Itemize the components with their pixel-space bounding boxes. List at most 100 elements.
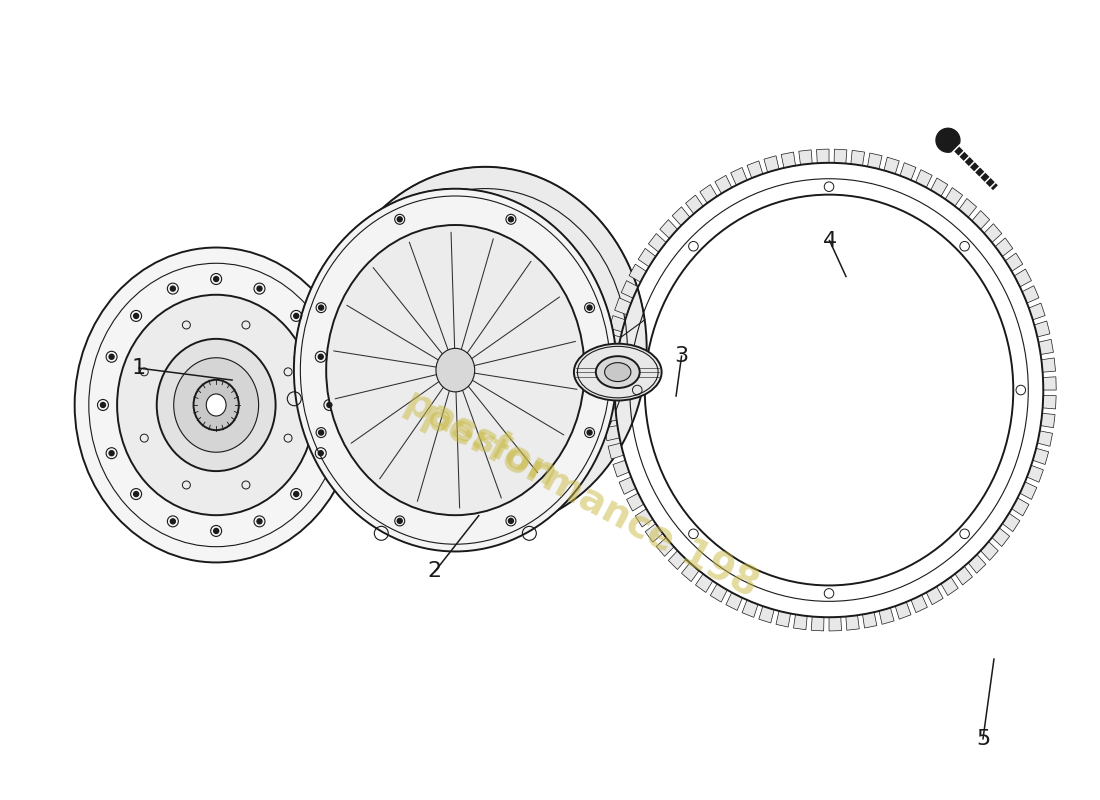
Text: performance 198: performance 198 <box>416 395 764 604</box>
Polygon shape <box>603 408 617 422</box>
Polygon shape <box>1027 466 1044 482</box>
Circle shape <box>100 402 106 407</box>
Polygon shape <box>862 612 877 628</box>
Polygon shape <box>972 210 990 230</box>
Ellipse shape <box>207 394 227 416</box>
Circle shape <box>936 128 960 152</box>
Text: 1: 1 <box>132 358 146 378</box>
Polygon shape <box>603 352 617 367</box>
Polygon shape <box>682 563 698 582</box>
Polygon shape <box>636 509 652 527</box>
Polygon shape <box>1033 448 1048 465</box>
Polygon shape <box>1022 286 1038 303</box>
Text: 2: 2 <box>428 562 442 582</box>
Text: 5: 5 <box>976 729 990 749</box>
Polygon shape <box>660 220 678 238</box>
Polygon shape <box>657 538 674 556</box>
Polygon shape <box>984 224 1002 242</box>
Polygon shape <box>829 617 842 631</box>
Circle shape <box>397 217 403 222</box>
Polygon shape <box>1043 395 1056 409</box>
Polygon shape <box>959 198 977 218</box>
Polygon shape <box>900 162 916 180</box>
Polygon shape <box>608 443 624 459</box>
Polygon shape <box>1028 303 1045 320</box>
Polygon shape <box>759 606 774 623</box>
Circle shape <box>170 519 175 524</box>
Polygon shape <box>621 281 638 298</box>
Polygon shape <box>834 149 847 163</box>
Polygon shape <box>602 371 615 385</box>
Circle shape <box>319 430 323 435</box>
Polygon shape <box>851 150 865 166</box>
Polygon shape <box>730 167 747 186</box>
Polygon shape <box>776 611 791 627</box>
Polygon shape <box>726 593 742 610</box>
Polygon shape <box>1043 377 1056 390</box>
Circle shape <box>213 529 219 534</box>
Ellipse shape <box>605 362 631 382</box>
Circle shape <box>257 286 262 291</box>
Polygon shape <box>646 523 663 542</box>
Text: 4: 4 <box>823 230 837 250</box>
Circle shape <box>133 314 139 318</box>
Polygon shape <box>868 153 882 169</box>
Polygon shape <box>747 161 762 178</box>
Polygon shape <box>648 234 667 252</box>
Polygon shape <box>926 586 943 605</box>
Polygon shape <box>1042 358 1056 372</box>
Polygon shape <box>638 249 656 266</box>
Circle shape <box>508 518 514 523</box>
Polygon shape <box>816 149 829 163</box>
Polygon shape <box>1012 498 1028 516</box>
Polygon shape <box>955 566 972 585</box>
Polygon shape <box>1014 269 1032 287</box>
Circle shape <box>257 519 262 524</box>
Ellipse shape <box>194 380 239 430</box>
Circle shape <box>587 430 592 435</box>
Ellipse shape <box>117 294 316 515</box>
Polygon shape <box>811 617 824 631</box>
Ellipse shape <box>156 339 276 471</box>
Polygon shape <box>1041 413 1055 428</box>
Polygon shape <box>1034 321 1050 337</box>
Polygon shape <box>931 178 948 196</box>
Polygon shape <box>1038 339 1054 354</box>
Text: 3: 3 <box>674 346 689 366</box>
Polygon shape <box>669 550 686 570</box>
Polygon shape <box>911 595 927 613</box>
Polygon shape <box>968 554 986 574</box>
Polygon shape <box>781 152 795 168</box>
Circle shape <box>109 354 114 359</box>
Polygon shape <box>685 195 703 214</box>
Polygon shape <box>605 334 620 350</box>
Circle shape <box>133 491 139 497</box>
Ellipse shape <box>327 225 584 515</box>
Circle shape <box>294 491 299 497</box>
Polygon shape <box>700 185 717 203</box>
Circle shape <box>587 305 592 310</box>
Ellipse shape <box>75 247 358 562</box>
Polygon shape <box>884 157 899 174</box>
Polygon shape <box>895 602 911 619</box>
Polygon shape <box>672 207 690 226</box>
Polygon shape <box>715 175 732 194</box>
Polygon shape <box>602 390 615 403</box>
Polygon shape <box>940 577 958 595</box>
Circle shape <box>294 314 299 318</box>
Ellipse shape <box>323 167 647 530</box>
Polygon shape <box>629 264 647 282</box>
Polygon shape <box>605 426 619 441</box>
Polygon shape <box>992 528 1010 546</box>
Polygon shape <box>742 600 758 618</box>
Ellipse shape <box>574 344 661 401</box>
Circle shape <box>170 286 175 291</box>
Polygon shape <box>996 238 1013 257</box>
Circle shape <box>508 217 514 222</box>
Circle shape <box>318 354 323 359</box>
Polygon shape <box>609 315 625 332</box>
Circle shape <box>397 518 403 523</box>
Circle shape <box>213 277 219 282</box>
Polygon shape <box>763 156 779 172</box>
Polygon shape <box>711 584 727 602</box>
